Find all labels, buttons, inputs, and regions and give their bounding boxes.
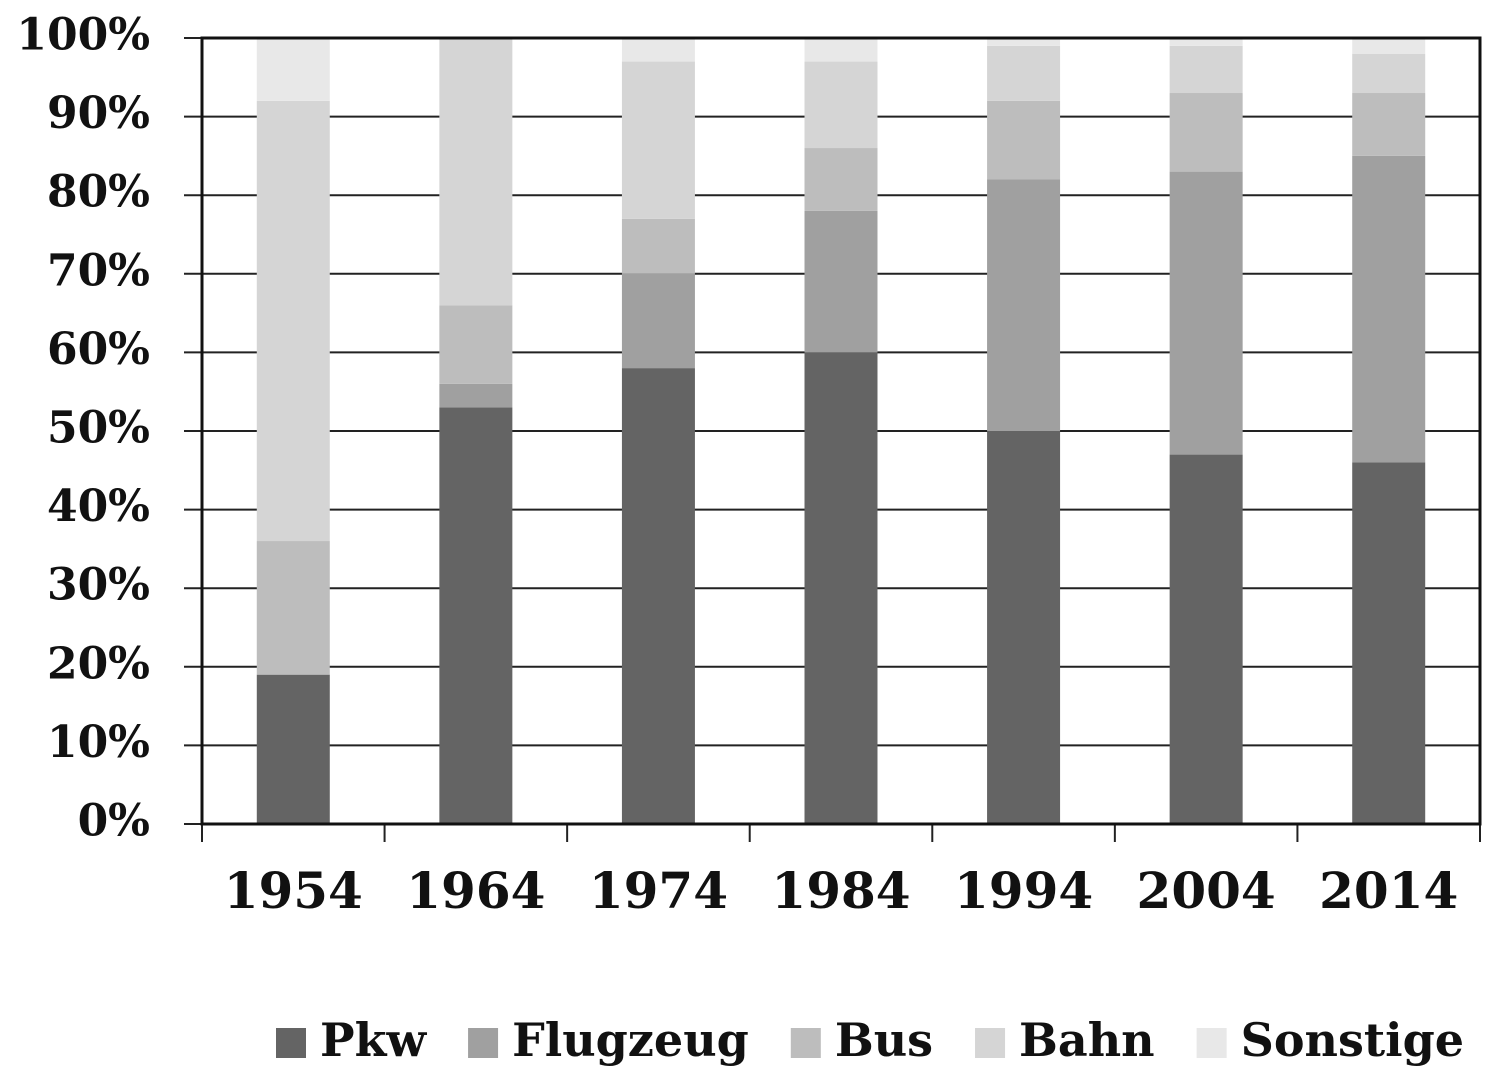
- bar-segment: [1169, 93, 1243, 172]
- y-tick-label: 100%: [16, 10, 150, 61]
- y-tick-label: 30%: [47, 560, 150, 611]
- bar-segment: [987, 431, 1061, 824]
- bar-segment: [621, 61, 695, 219]
- x-tick-label: 1984: [771, 861, 910, 920]
- legend-label: Flugzeug: [512, 1013, 749, 1067]
- bar-segment: [1352, 462, 1426, 824]
- x-tick-label: 2004: [1137, 861, 1276, 920]
- bar-segment: [804, 148, 878, 211]
- bar-segment: [1352, 38, 1426, 54]
- bar-segment: [439, 407, 513, 824]
- legend-swatch: [468, 1028, 499, 1058]
- legend-swatch: [975, 1028, 1006, 1058]
- legend-label: Bahn: [1019, 1013, 1155, 1067]
- bar-segment: [256, 541, 330, 675]
- y-tick-label: 90%: [47, 88, 150, 139]
- bar-segment: [987, 45, 1061, 101]
- bar-segment: [256, 674, 330, 824]
- legend-swatch: [276, 1028, 306, 1058]
- bar-segment: [621, 368, 695, 824]
- bar-segment: [804, 61, 878, 149]
- bar-segment: [256, 100, 330, 542]
- bar-segment: [439, 305, 513, 384]
- bar-segment: [439, 38, 513, 306]
- bar-segment: [1352, 53, 1426, 94]
- x-tick-label: 2014: [1319, 861, 1458, 920]
- bar-segment: [804, 210, 878, 353]
- y-tick-label: 80%: [47, 167, 150, 218]
- bar-segment: [804, 38, 878, 62]
- bar-segment: [439, 383, 513, 408]
- y-tick-label: 70%: [47, 245, 150, 296]
- bar-segment: [1169, 454, 1243, 824]
- bar-segment: [256, 38, 330, 101]
- bar-segment: [804, 352, 878, 824]
- bar-segment: [621, 218, 695, 274]
- x-tick-label: 1974: [589, 861, 728, 920]
- y-tick-label: 40%: [47, 481, 150, 532]
- bar-segment: [987, 38, 1061, 46]
- bar-segment: [621, 273, 695, 369]
- x-tick-label: 1964: [406, 861, 545, 920]
- legend-swatch: [790, 1028, 821, 1058]
- legend-label: Pkw: [320, 1013, 427, 1067]
- bar-segment: [1352, 93, 1426, 156]
- plot-frame: [200, 36, 1482, 826]
- bar-segment: [1169, 171, 1243, 455]
- bar-segment: [1169, 38, 1243, 46]
- x-tick-label: 1954: [224, 861, 363, 920]
- bar-segment: [1169, 45, 1243, 94]
- y-tick-label: 60%: [47, 324, 150, 375]
- y-tick-label: 10%: [47, 717, 150, 768]
- legend-swatch: [1196, 1028, 1227, 1058]
- bar-segment: [1352, 155, 1426, 463]
- legend-label: Bus: [835, 1013, 933, 1067]
- bar-segment: [987, 179, 1061, 431]
- x-tick-label: 1994: [954, 861, 1093, 920]
- bar-segment: [621, 38, 695, 62]
- y-tick-label: 50%: [47, 403, 150, 454]
- y-tick-label: 20%: [47, 638, 150, 689]
- y-tick-label: 0%: [78, 796, 150, 847]
- legend-label: Sonstige: [1241, 1013, 1464, 1067]
- bar-segment: [987, 100, 1061, 180]
